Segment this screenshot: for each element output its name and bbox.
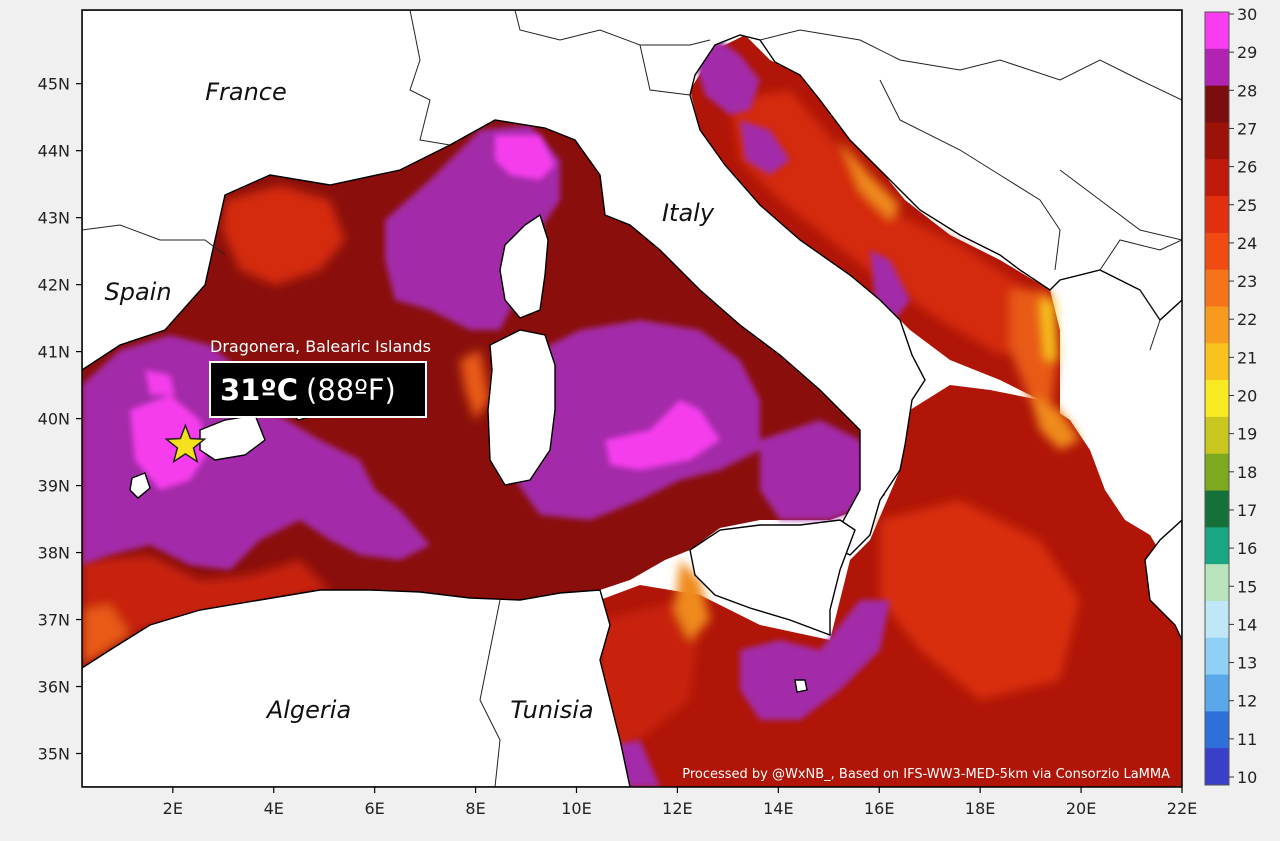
land-masses (82, 10, 1182, 787)
lat-tick-label: 42N (38, 276, 70, 295)
longitude-axis: 2E 4E 6E 8E 10E 12E 14E 16E 18E 20E 22E (163, 787, 1197, 818)
colorbar-segment (1205, 12, 1229, 50)
lon-tick-label: 12E (662, 799, 692, 818)
colorbar-segment (1205, 453, 1229, 492)
lat-tick-label: 38N (38, 544, 70, 563)
colorbar-segment (1205, 674, 1229, 712)
colorbar-tick-label: 14 (1237, 615, 1257, 634)
lat-tick-label: 45N (38, 75, 70, 94)
colorbar-tick-label: 11 (1237, 730, 1257, 749)
land-ibiza (129, 472, 151, 499)
latitude-axis: 45N 44N 43N 42N 41N 40N 39N 38N 37N 36N 35N (38, 75, 82, 764)
colorbar-frame (1204, 11, 1230, 786)
colorbar-segment (1205, 48, 1229, 87)
colorbar-tick-label: 27 (1237, 119, 1257, 138)
lon-tick-label: 8E (465, 799, 485, 818)
colorbar-tick-label: 26 (1237, 158, 1257, 177)
country-label-spain: Spain (104, 278, 171, 306)
colorbar-tick-label: 13 (1237, 654, 1257, 673)
lat-tick-label: 36N (38, 678, 70, 697)
location-callout: Dragonera, Balearic Islands 31ºC (88ºF) (164, 337, 431, 464)
colorbar-tick-label: 10 (1237, 768, 1257, 787)
country-label-algeria: Algeria (265, 696, 351, 724)
lon-tick-label: 22E (1167, 799, 1197, 818)
map-frame (81, 9, 1183, 788)
lat-tick-label: 44N (38, 142, 70, 161)
colorbar-tick-label: 25 (1237, 196, 1257, 215)
colorbar-tick-label: 17 (1237, 501, 1257, 520)
colorbar-segment (1205, 159, 1229, 197)
colorbar: 30 29 28 27 26 25 24 23 22 21 20 19 18 17 16 15 14 13 12 11… (1204, 5, 1257, 787)
lon-tick-label: 20E (1066, 799, 1096, 818)
land-malta (794, 679, 808, 693)
star-icon (164, 423, 207, 464)
land-africa (82, 589, 631, 787)
callout-value-fahrenheit: (88ºF) (306, 373, 396, 407)
colorbar-tick-label: 15 (1237, 577, 1257, 596)
lat-tick-label: 43N (38, 209, 70, 228)
lon-tick-label: 2E (163, 799, 183, 818)
colorbar-tick-label: 28 (1237, 81, 1257, 100)
callout-value-box (209, 361, 427, 418)
colorbar-tick-label: 21 (1237, 348, 1257, 367)
colorbar-segment (1205, 306, 1229, 344)
land-sicily (689, 519, 856, 637)
colorbar-tick-label: 23 (1237, 272, 1257, 291)
colorbar-tick-label: 22 (1237, 310, 1257, 329)
credit-text: Processed by @WxNB_, Based on IFS-WW3-ME… (682, 767, 1170, 782)
land-corsica (499, 213, 549, 319)
lon-tick-label: 18E (965, 799, 995, 818)
country-label-france: France (205, 78, 287, 106)
colorbar-tick-label: 12 (1237, 692, 1257, 711)
colorbar-tick-label: 24 (1237, 234, 1257, 253)
colorbar-segment (1205, 343, 1229, 381)
colorbar-segment (1205, 196, 1229, 234)
colorbar-segment (1205, 416, 1229, 455)
lon-tick-label: 10E (561, 799, 591, 818)
lon-tick-label: 4E (264, 799, 284, 818)
callout-value-celsius: 31ºC (220, 373, 298, 407)
lon-tick-label: 16E (864, 799, 894, 818)
land-greece-corner (1144, 519, 1182, 641)
colorbar-segment (1205, 711, 1229, 749)
country-labels: France Spain Italy Algeria Tunisia (104, 78, 714, 724)
country-label-italy: Italy (662, 199, 715, 227)
land-sardinia (487, 329, 556, 486)
colorbar-tick-label: 20 (1237, 387, 1257, 406)
colorbar-segment (1205, 564, 1229, 602)
callout-value-text: 31ºC (88ºF) (220, 373, 396, 407)
map-area (82, 10, 1182, 787)
lon-tick-label: 14E (763, 799, 793, 818)
lat-tick-label: 39N (38, 477, 70, 496)
colorbar-segment (1205, 748, 1229, 786)
lat-tick-label: 35N (38, 745, 70, 764)
colorbar-tick-label: 29 (1237, 43, 1257, 62)
lat-tick-label: 37N (38, 611, 70, 630)
callout-location-label: Dragonera, Balearic Islands (210, 337, 431, 356)
colorbar-tick-label: 16 (1237, 539, 1257, 558)
colorbar-tick-label: 30 (1237, 5, 1257, 24)
colorbar-segment (1205, 527, 1229, 565)
colorbar-segment (1205, 637, 1229, 676)
lat-tick-label: 40N (38, 410, 70, 429)
colorbar-segment (1205, 600, 1229, 639)
lat-tick-label: 41N (38, 343, 70, 362)
colorbar-segment (1205, 269, 1229, 307)
colorbar-segment (1205, 122, 1229, 160)
colorbar-segment (1205, 380, 1229, 418)
land-mallorca (199, 414, 266, 461)
sst-29-tyrrhenian (510, 320, 760, 520)
colorbar-segment (1205, 490, 1229, 528)
country-label-tunisia: Tunisia (510, 696, 593, 724)
lon-tick-label: 6E (365, 799, 385, 818)
colorbar-tick-label: 18 (1237, 463, 1257, 482)
colorbar-segment (1205, 85, 1229, 123)
country-borders (82, 10, 1182, 787)
colorbar-tick-label: 19 (1237, 425, 1257, 444)
colorbar-segment (1205, 232, 1229, 271)
land-north (82, 10, 1182, 556)
